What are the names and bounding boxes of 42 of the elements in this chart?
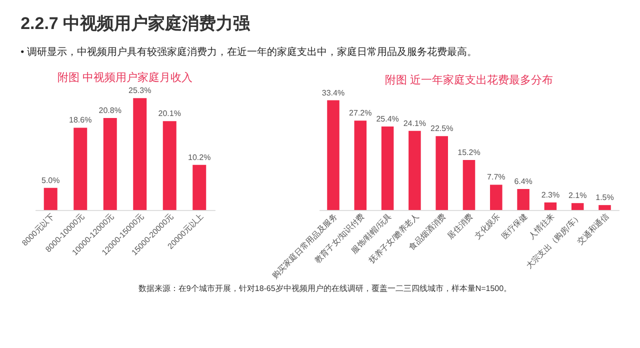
- x-tick-label: 文化娱乐: [472, 212, 502, 241]
- data-label: 1.5%: [596, 193, 614, 202]
- data-label: 7.7%: [487, 172, 506, 182]
- bar: [408, 130, 421, 210]
- bar: [327, 100, 340, 210]
- data-label: 5.0%: [42, 176, 60, 185]
- bar: [192, 164, 206, 210]
- chart-title: 附图 中视频用户家庭月收入: [57, 71, 193, 84]
- bar: [598, 205, 611, 210]
- x-tick-label: 医疗保健: [500, 212, 529, 241]
- bar: [133, 98, 147, 210]
- data-label: 2.1%: [568, 191, 587, 200]
- data-label: 22.5%: [430, 124, 454, 134]
- bar: [44, 188, 58, 210]
- data-label: 33.4%: [322, 88, 345, 98]
- bar: [436, 136, 448, 210]
- data-label: 6.4%: [514, 176, 532, 186]
- bar: [544, 202, 557, 210]
- data-label: 18.6%: [69, 116, 92, 125]
- bar: [517, 188, 530, 210]
- data-label: 10.2%: [188, 152, 211, 162]
- text: • 调研显示，中视频用户具有较强家庭消费力，在近一年的家庭支出中，家庭日常用品及服务花费最高。: [20, 46, 477, 58]
- data-label: 20.1%: [158, 109, 181, 118]
- data-label: 20.8%: [98, 106, 122, 115]
- data-label: 2.3%: [541, 190, 560, 200]
- bar: [354, 120, 367, 210]
- chart-title: 附图 近一年家庭支出花费最多分布: [384, 73, 554, 86]
- source-note: 数据来源：在9个城市开展，针对18-65岁中视频用户的在线调研，覆盖一二三四线城市，样本量N=1500。: [138, 284, 512, 293]
- data-label: 25.3%: [128, 86, 152, 96]
- data-label: 24.1%: [403, 118, 426, 128]
- bar: [162, 121, 176, 210]
- bar: [103, 118, 117, 210]
- data-label: 27.2%: [349, 108, 372, 118]
- bar: [490, 184, 502, 210]
- data-label: 15.2%: [458, 148, 480, 158]
- bar: [571, 203, 584, 210]
- text: 2.2.7 中视频用户家庭消费力强: [20, 14, 252, 34]
- bar: [381, 126, 394, 210]
- data-label: 25.4%: [376, 114, 399, 124]
- x-tick-label: 居住消费: [446, 212, 475, 241]
- bar: [462, 160, 476, 210]
- bar: [74, 128, 88, 210]
